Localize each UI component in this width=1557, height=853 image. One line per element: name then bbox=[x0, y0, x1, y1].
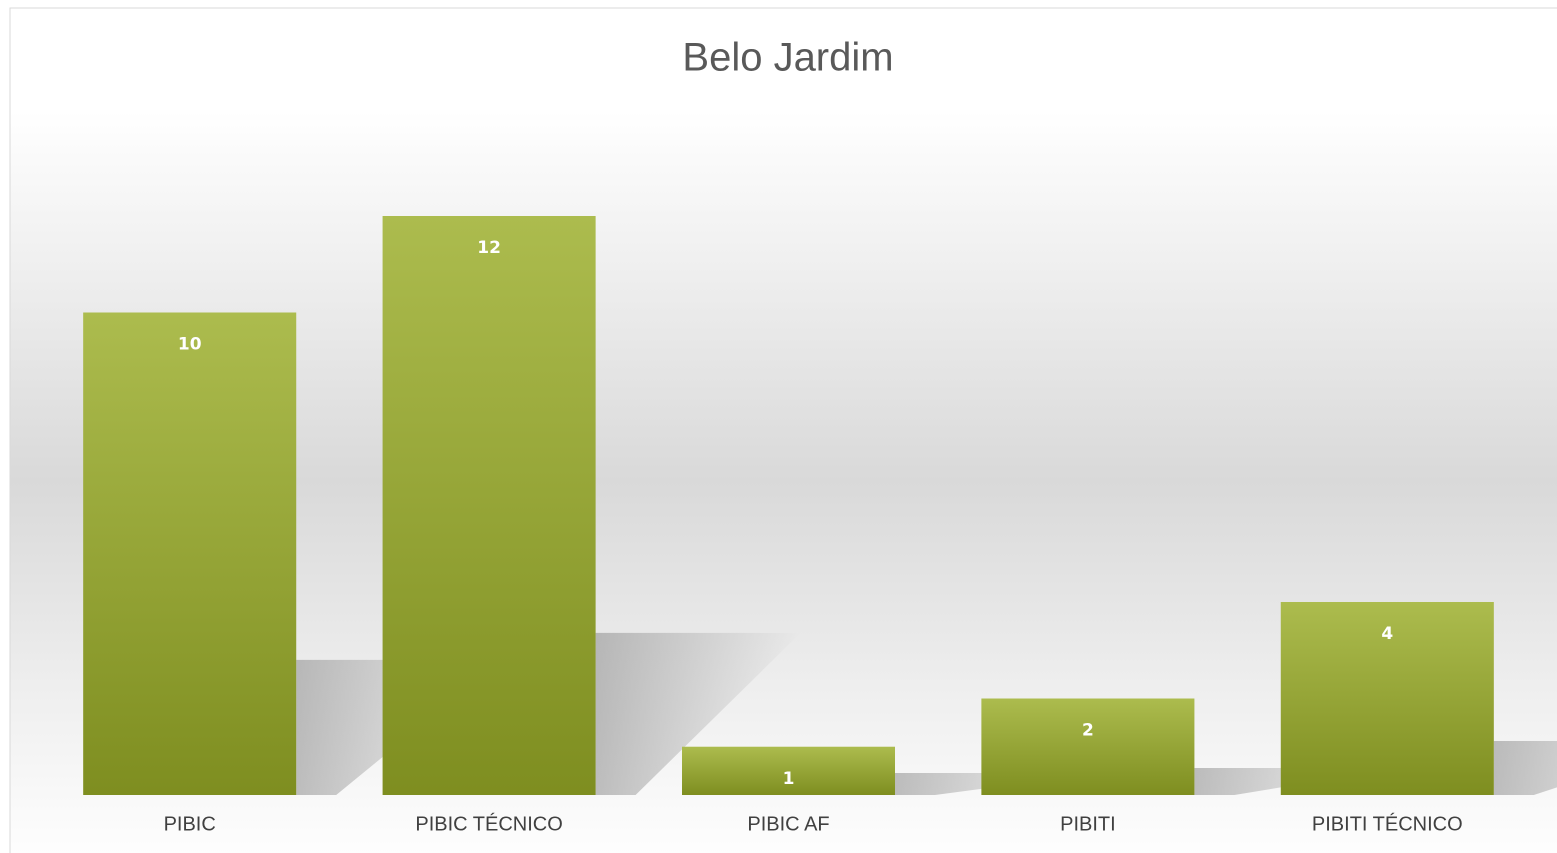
data-label: 1 bbox=[783, 769, 795, 789]
chart-title: Belo Jardim bbox=[682, 36, 893, 80]
x-tick-label: PIBIC TÉCNICO bbox=[415, 812, 562, 835]
bar-shadow bbox=[595, 632, 801, 795]
data-label: 4 bbox=[1381, 624, 1393, 644]
bar-shade bbox=[981, 698, 1195, 795]
data-label: 2 bbox=[1082, 721, 1094, 741]
bar-shade bbox=[83, 312, 297, 795]
bar-shade bbox=[1280, 602, 1494, 795]
x-tick-label: PIBITI TÉCNICO bbox=[1312, 812, 1463, 835]
bar-shadow bbox=[1493, 740, 1557, 795]
bar-shade bbox=[682, 746, 895, 795]
x-tick-label: PIBIC bbox=[164, 813, 216, 835]
data-label: 12 bbox=[477, 238, 501, 258]
x-tick-label: PIBITI bbox=[1060, 813, 1116, 835]
x-tick-label: PIBIC AF bbox=[747, 813, 829, 835]
data-label: 10 bbox=[178, 335, 202, 355]
bar-shade bbox=[382, 216, 596, 795]
